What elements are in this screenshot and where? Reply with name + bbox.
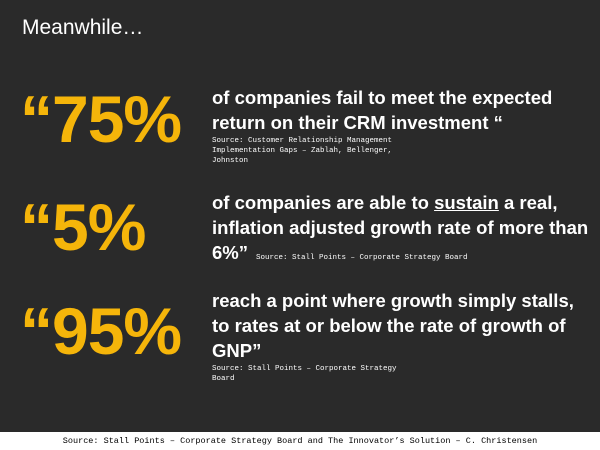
stat-number: “75% — [20, 82, 182, 156]
stat-text-block: reach a point where growth simply stalls… — [212, 288, 592, 384]
stat-text: a real, inflation adjusted growth rate o… — [212, 192, 589, 263]
stat-source: Source: Stall Points – Corporate Strateg… — [212, 365, 397, 383]
stat-text: of companies fail to meet the expected r… — [212, 87, 553, 133]
stat-number: “5% — [20, 190, 146, 264]
stat-source: Source: Customer Relationship Management… — [212, 137, 393, 165]
stat-number: “95% — [20, 294, 182, 368]
stat-text-block: of companies are able to sustain a real,… — [212, 190, 592, 265]
stat-text-block: of companies fail to meet the expected r… — [212, 85, 592, 166]
stat-text: reach a point where growth simply stalls… — [212, 290, 574, 361]
stat-source: Source: Stall Points – Corporate Strateg… — [256, 254, 468, 262]
slide-title: Meanwhile… — [22, 16, 144, 39]
stat-text-emphasis: sustain — [434, 192, 499, 213]
footer: Source: Stall Points – Corporate Strateg… — [0, 432, 600, 450]
stat-text: of companies are able to — [212, 192, 435, 213]
